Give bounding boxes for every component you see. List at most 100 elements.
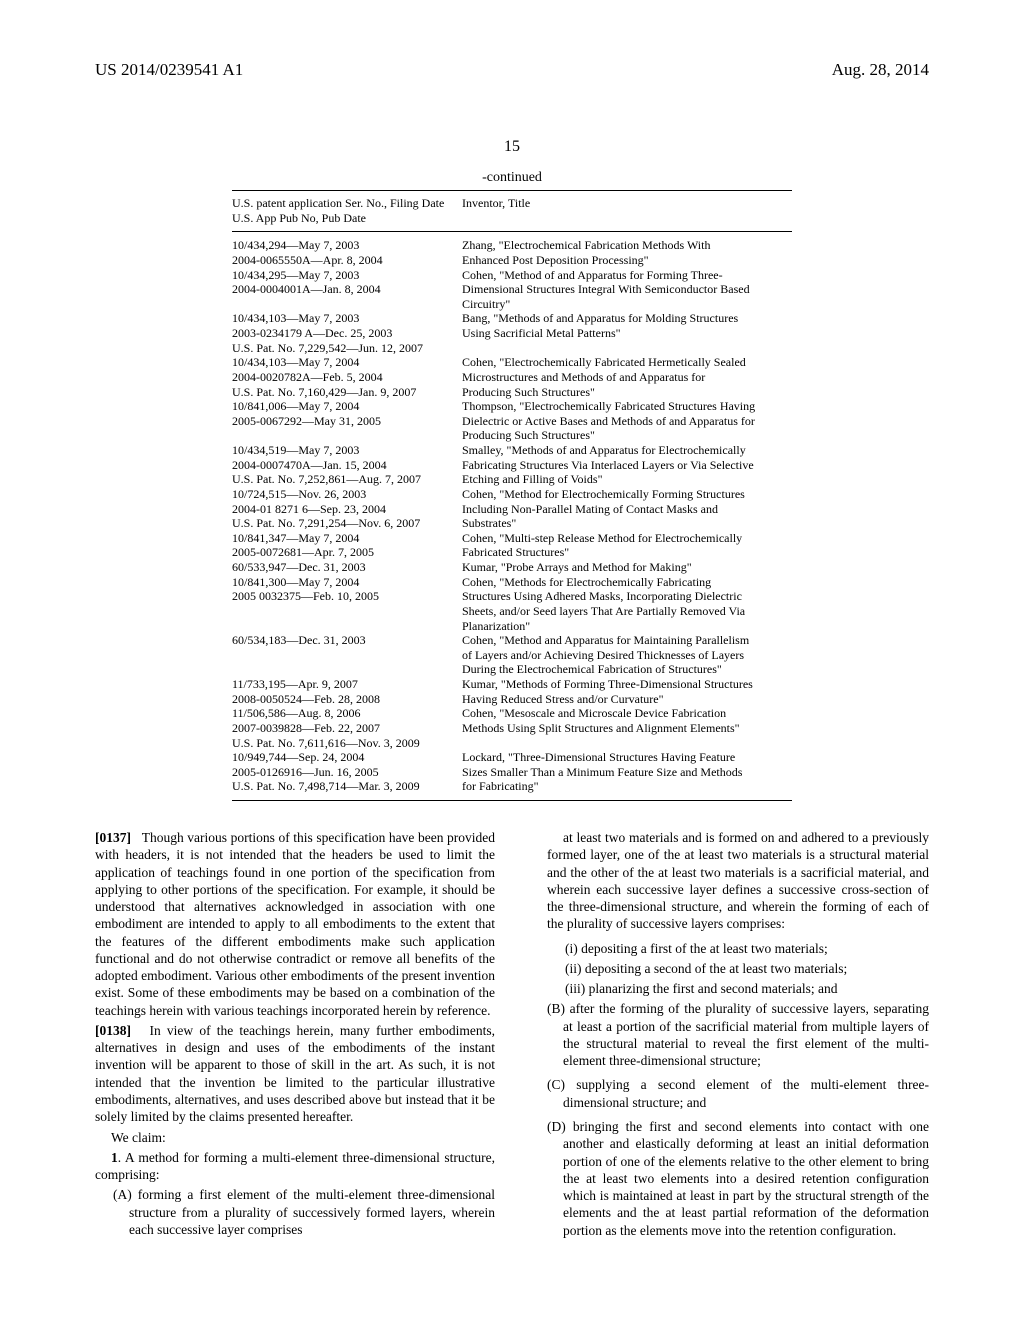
td-left: 11/733,195—Apr. 9, 2007: [232, 677, 462, 692]
th-left-line2: U.S. App Pub No, Pub Date: [232, 211, 462, 226]
td-right: Having Reduced Stress and/or Curvature": [462, 692, 792, 707]
table-row: 2004-0004001A—Jan. 8, 2004Dimensional St…: [232, 282, 792, 297]
td-right: Enhanced Post Deposition Processing": [462, 253, 792, 268]
para-0137-text: Though various portions of this specific…: [95, 830, 495, 1018]
table-row: 10/841,300—May 7, 2004Cohen, "Methods fo…: [232, 575, 792, 590]
table-row: Sheets, and/or Seed layers That Are Part…: [232, 604, 792, 619]
td-left: U.S. Pat. No. 7,160,429—Jan. 9, 2007: [232, 385, 462, 400]
td-left: 10/841,347—May 7, 2004: [232, 531, 462, 546]
td-right: of Layers and/or Achieving Desired Thick…: [462, 648, 792, 663]
td-left: 10/841,300—May 7, 2004: [232, 575, 462, 590]
td-left: 2004-0065550A—Apr. 8, 2004: [232, 253, 462, 268]
td-left: 10/949,744—Sep. 24, 2004: [232, 750, 462, 765]
td-left: [232, 297, 462, 312]
td-right: Cohen, "Mesoscale and Microscale Device …: [462, 706, 792, 721]
td-left: U.S. Pat. No. 7,611,616—Nov. 3, 2009: [232, 736, 462, 751]
publication-date: Aug. 28, 2014: [832, 60, 929, 80]
td-right: Fabricating Structures Via Interlaced La…: [462, 458, 792, 473]
table-row: Planarization": [232, 619, 792, 634]
table-row: 10/434,294—May 7, 2003Zhang, "Electroche…: [232, 238, 792, 253]
td-left: U.S. Pat. No. 7,252,861—Aug. 7, 2007: [232, 472, 462, 487]
td-left: 2007-0039828—Feb. 22, 2007: [232, 721, 462, 736]
td-right: Sizes Smaller Than a Minimum Feature Siz…: [462, 765, 792, 780]
td-right: Microstructures and Methods of and Appar…: [462, 370, 792, 385]
td-right: Circuitry": [462, 297, 792, 312]
table-row: 60/533,947—Dec. 31, 2003Kumar, "Probe Ar…: [232, 560, 792, 575]
td-right: Cohen, "Multi-step Release Method for El…: [462, 531, 792, 546]
claim-1-D: (D) bringing the first and second elemen…: [529, 1118, 929, 1239]
table-row: U.S. Pat. No. 7,291,254—Nov. 6, 2007Subs…: [232, 516, 792, 531]
claim-1-C: (C) supplying a second element of the mu…: [529, 1076, 929, 1111]
table-row: Producing Such Structures": [232, 428, 792, 443]
table-row: 2003-0234179 A—Dec. 25, 2003Using Sacrif…: [232, 326, 792, 341]
td-right: During the Electrochemical Fabrication o…: [462, 662, 792, 677]
td-left: 2005-0067292—May 31, 2005: [232, 414, 462, 429]
td-left: [232, 604, 462, 619]
th-right: Inventor, Title: [462, 196, 792, 225]
we-claim: We claim:: [95, 1129, 495, 1146]
table-row: 10/434,295—May 7, 2003Cohen, "Method of …: [232, 268, 792, 283]
table-row: 2007-0039828—Feb. 22, 2007Methods Using …: [232, 721, 792, 736]
table-header: U.S. patent application Ser. No., Filing…: [232, 191, 792, 231]
table-row: 2005 0032375—Feb. 10, 2005Structures Usi…: [232, 589, 792, 604]
table-row: 10/841,347—May 7, 2004Cohen, "Multi-step…: [232, 531, 792, 546]
td-left: 10/434,103—May 7, 2004: [232, 355, 462, 370]
para-num-0138: [0138]: [95, 1023, 131, 1038]
td-left: U.S. Pat. No. 7,498,714—Mar. 3, 2009: [232, 779, 462, 794]
td-right: Thompson, "Electrochemically Fabricated …: [462, 399, 792, 414]
table-row: U.S. Pat. No. 7,611,616—Nov. 3, 2009: [232, 736, 792, 751]
table-row: 10/949,744—Sep. 24, 2004Lockard, "Three-…: [232, 750, 792, 765]
table-row: 10/434,103—May 7, 2004Cohen, "Electroche…: [232, 355, 792, 370]
table-row: 11/506,586—Aug. 8, 2006Cohen, "Mesoscale…: [232, 706, 792, 721]
claim-1-iii: (iii) planarizing the first and second m…: [529, 980, 929, 997]
page-header: US 2014/0239541 A1 Aug. 28, 2014: [95, 60, 929, 80]
table-row: 10/434,519—May 7, 2003Smalley, "Methods …: [232, 443, 792, 458]
claim-1-A-cont: at least two materials and is formed on …: [529, 829, 929, 933]
paragraph-0137: [0137] Though various portions of this s…: [95, 829, 495, 1019]
td-left: [232, 619, 462, 634]
table-row: 2004-0065550A—Apr. 8, 2004Enhanced Post …: [232, 253, 792, 268]
td-right: Methods Using Split Structures and Align…: [462, 721, 792, 736]
td-right: Cohen, "Methods for Electrochemically Fa…: [462, 575, 792, 590]
td-left: 2005-0072681—Apr. 7, 2005: [232, 545, 462, 560]
td-right: [462, 736, 792, 751]
table-row: Circuitry": [232, 297, 792, 312]
table-row: 10/724,515—Nov. 26, 2003Cohen, "Method f…: [232, 487, 792, 502]
claim-1-A: (A) forming a first element of the multi…: [95, 1186, 495, 1238]
table-row: 10/434,103—May 7, 2003Bang, "Methods of …: [232, 311, 792, 326]
body-columns: [0137] Though various portions of this s…: [95, 829, 929, 1246]
td-right: Zhang, "Electrochemical Fabrication Meth…: [462, 238, 792, 253]
table-row: U.S. Pat. No. 7,252,861—Aug. 7, 2007Etch…: [232, 472, 792, 487]
table-row: 2004-01 8271 6—Sep. 23, 2004Including No…: [232, 502, 792, 517]
td-left: [232, 648, 462, 663]
td-left: 2005-0126916—Jun. 16, 2005: [232, 765, 462, 780]
td-right: Kumar, "Probe Arrays and Method for Maki…: [462, 560, 792, 575]
td-right: Including Non-Parallel Mating of Contact…: [462, 502, 792, 517]
claim-1-i: (i) depositing a first of the at least t…: [529, 940, 929, 957]
claim-1-num: 1: [111, 1150, 118, 1165]
td-left: [232, 662, 462, 677]
td-left: 10/724,515—Nov. 26, 2003: [232, 487, 462, 502]
table-row: 10/841,006—May 7, 2004Thompson, "Electro…: [232, 399, 792, 414]
td-left: 10/841,006—May 7, 2004: [232, 399, 462, 414]
td-right: Dielectric or Active Bases and Methods o…: [462, 414, 792, 429]
td-right: Producing Such Structures": [462, 385, 792, 400]
td-left: 60/534,183—Dec. 31, 2003: [232, 633, 462, 648]
td-left: 10/434,103—May 7, 2003: [232, 311, 462, 326]
table-row: 2008-0050524—Feb. 28, 2008Having Reduced…: [232, 692, 792, 707]
claim-1-B: (B) after the forming of the plurality o…: [529, 1000, 929, 1069]
td-right: for Fabricating": [462, 779, 792, 794]
continued-label: -continued: [95, 170, 929, 186]
td-right: Producing Such Structures": [462, 428, 792, 443]
td-right: Bang, "Methods of and Apparatus for Mold…: [462, 311, 792, 326]
td-left: 60/533,947—Dec. 31, 2003: [232, 560, 462, 575]
claim-1-ii: (ii) depositing a second of the at least…: [529, 960, 929, 977]
td-right: Using Sacrificial Metal Patterns": [462, 326, 792, 341]
claim-1-intro-text: . A method for forming a multi-element t…: [95, 1150, 495, 1182]
td-right: Structures Using Adhered Masks, Incorpor…: [462, 589, 792, 604]
table-row: U.S. Pat. No. 7,160,429—Jan. 9, 2007Prod…: [232, 385, 792, 400]
references-table: U.S. patent application Ser. No., Filing…: [232, 190, 792, 801]
td-left: 2005 0032375—Feb. 10, 2005: [232, 589, 462, 604]
left-column: [0137] Though various portions of this s…: [95, 829, 495, 1246]
td-left: U.S. Pat. No. 7,291,254—Nov. 6, 2007: [232, 516, 462, 531]
